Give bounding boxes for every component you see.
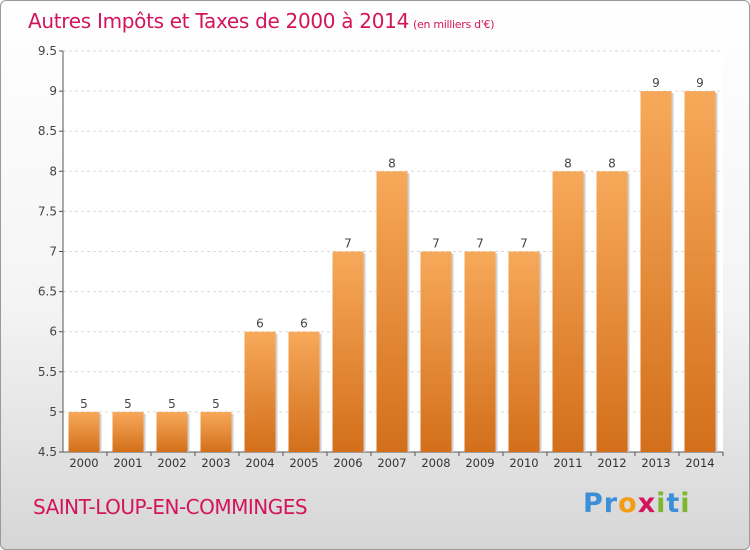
proxiti-logo: Proxiti: [583, 488, 691, 519]
x-tick-label: 2007: [377, 456, 406, 470]
x-tick-label: 2006: [333, 456, 362, 470]
x-tick-label: 2003: [201, 456, 230, 470]
logo-letter: i: [656, 488, 667, 519]
logo-letter: r: [603, 488, 619, 519]
data-label: 5: [168, 397, 176, 411]
x-tick-label: 2001: [113, 456, 142, 470]
logo-letter: o: [618, 488, 638, 519]
x-tick-label: 2002: [157, 456, 186, 470]
bar: [376, 171, 408, 453]
data-label: 7: [520, 237, 528, 251]
data-label: 9: [652, 76, 660, 90]
data-label: 8: [608, 156, 616, 170]
y-tick-label: 7: [49, 245, 57, 259]
logo-letter: i: [680, 488, 691, 519]
data-label: 9: [696, 76, 704, 90]
y-tick-label: 5: [49, 405, 57, 419]
data-label: 7: [432, 237, 440, 251]
bar: [288, 331, 320, 452]
data-label: 5: [80, 397, 88, 411]
data-label: 5: [212, 397, 220, 411]
bar: [68, 411, 100, 452]
y-tick-label: 8: [49, 164, 57, 178]
bar: [552, 171, 584, 453]
bar: [596, 171, 628, 453]
data-label: 8: [564, 156, 572, 170]
bar: [684, 91, 716, 452]
y-tick-label: 9: [49, 84, 57, 98]
bar: [244, 331, 276, 452]
y-tick-label: 6: [49, 325, 57, 339]
bar: [640, 91, 672, 452]
x-tick-label: 2011: [553, 456, 582, 470]
data-label: 5: [124, 397, 132, 411]
x-tick-label: 2008: [421, 456, 450, 470]
y-tick-label: 9.5: [38, 44, 57, 58]
x-tick-label: 2012: [597, 456, 626, 470]
x-tick-label: 2000: [69, 456, 98, 470]
y-tick-label: 5.5: [38, 365, 57, 379]
data-label: 6: [256, 317, 264, 331]
bar: [200, 411, 232, 452]
y-tick-label: 6.5: [38, 285, 57, 299]
commune-name: SAINT-LOUP-EN-COMMINGES: [33, 495, 308, 519]
chart-title: Autres Impôts et Taxes de 2000 à 2014 (en…: [28, 9, 494, 33]
chart-title-text: Autres Impôts et Taxes de 2000 à 2014: [28, 9, 409, 33]
y-tick-label: 7.5: [38, 204, 57, 218]
y-tick-label: 4.5: [38, 445, 57, 459]
x-tick-label: 2010: [509, 456, 538, 470]
bar: [420, 251, 452, 452]
data-label: 7: [344, 237, 352, 251]
bar: [464, 251, 496, 452]
logo-letter: P: [583, 488, 604, 519]
y-tick-label: 8.5: [38, 124, 57, 138]
data-label: 8: [388, 156, 396, 170]
bar: [332, 251, 364, 452]
x-tick-label: 2014: [685, 456, 714, 470]
bar: [156, 411, 188, 452]
x-tick-label: 2005: [289, 456, 318, 470]
x-tick-label: 2013: [641, 456, 670, 470]
chart-title-unit: (en milliers d'€): [413, 18, 495, 31]
bar: [508, 251, 540, 452]
data-label: 6: [300, 317, 308, 331]
logo-letter: x: [637, 488, 657, 519]
x-tick-label: 2009: [465, 456, 494, 470]
bar: [112, 411, 144, 452]
logo-letter: t: [666, 488, 681, 519]
x-tick-label: 2004: [245, 456, 274, 470]
data-label: 7: [476, 237, 484, 251]
